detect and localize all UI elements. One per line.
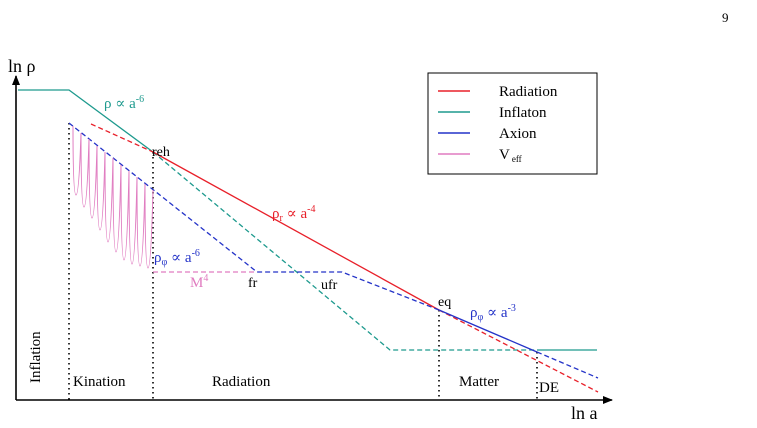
legend-label-inflaton: Inflaton [499,105,547,121]
radiation-curve-before-reheating [90,123,154,153]
radiation-scaling-label: ρr ∝ a-4 [272,204,316,224]
axion-curve-dark-energy [536,351,599,379]
legend-label-radiation: Radiation [499,84,558,100]
axion-curve-matter [438,309,538,353]
m4-label: M4 [190,273,208,291]
veff-oscillations [72,125,154,269]
equality-label: eq [438,295,451,310]
inflaton-scaling-label: ρ ∝ a-6 [104,94,144,112]
era-label-matter: Matter [459,374,499,390]
unfreeze-label: ufr [321,278,338,293]
page-number: 9 [722,10,729,25]
legend-label-axion: Axion [499,126,537,142]
axion-curve-kination [68,122,440,311]
era-label-dark-energy: DE [539,380,559,396]
radiation-curve-after-equality [438,309,599,393]
inflaton-curve-decayed [152,151,537,351]
era-label-kination: Kination [73,374,126,390]
reheating-label: reh [152,145,170,160]
freeze-label: fr [248,276,258,291]
x-axis-label: ln a [571,403,598,423]
era-label-radiation: Radiation [212,374,271,390]
legend-box [427,72,598,175]
y-axis-label: ln ρ [8,56,36,76]
inflaton-curve-kination [18,89,154,153]
axion-kination-scaling-label: ρφ ∝ a-6 [154,248,200,268]
era-label-inflation: Inflation [28,331,44,383]
radiation-curve [152,151,440,311]
axion-matter-scaling-label: ρφ ∝ a-3 [470,303,516,323]
